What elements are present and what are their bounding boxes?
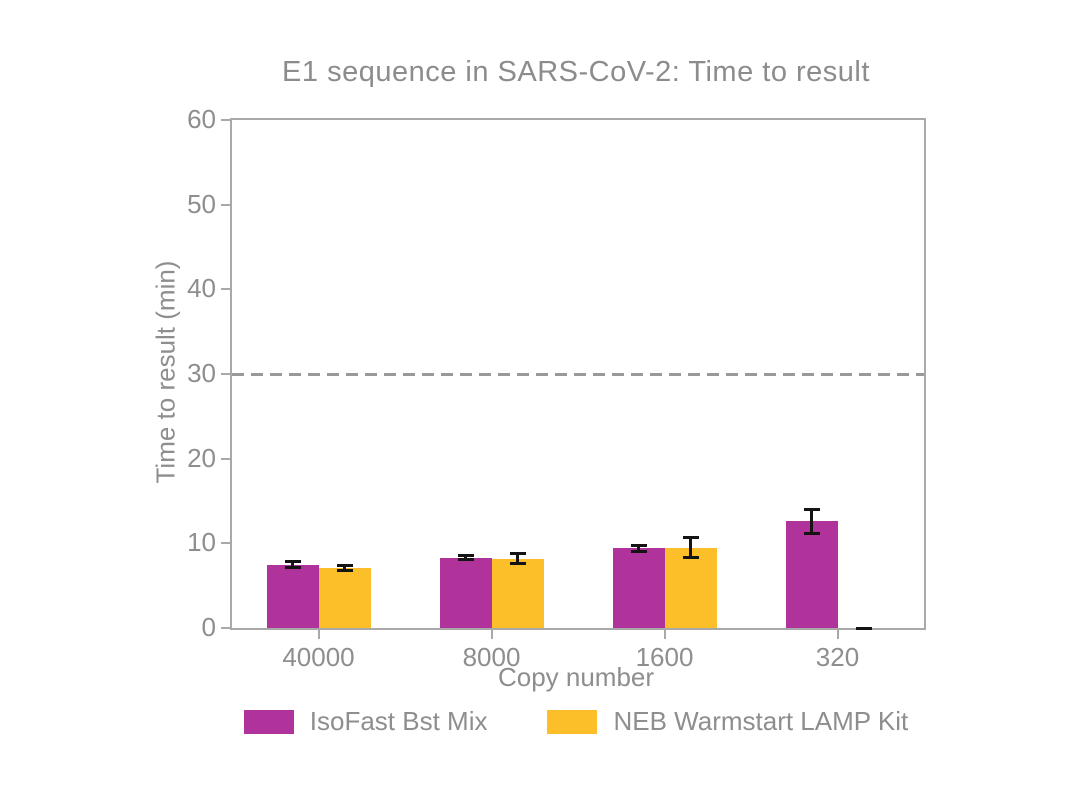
bar-neb-warmstart-lamp-kit: [491, 558, 544, 628]
legend-swatch: [243, 709, 294, 734]
y-tick-mark: [221, 203, 230, 206]
bar-isofast-bst-mix: [612, 548, 665, 628]
error-bar-cap: [509, 551, 526, 555]
bar-isofast-bst-mix: [439, 557, 492, 628]
legend-item: IsoFast Bst Mix: [243, 706, 488, 737]
plot-area: 0 10 20 30 40 50 60 40000 8000 1600 320: [187, 104, 926, 672]
x-axis-title: Copy number: [497, 662, 655, 692]
y-tick-mark: [221, 288, 230, 291]
error-bar: [291, 561, 294, 568]
threshold-line: [232, 372, 924, 376]
y-tick-mark: [221, 373, 230, 375]
error-bar-cap: [509, 562, 526, 566]
error-bar: [343, 565, 346, 570]
y-tick-label: 0: [201, 612, 216, 642]
legend-swatch: [547, 709, 598, 734]
x-tick-mark: [836, 630, 839, 639]
x-tick-mark: [317, 630, 320, 639]
bar-neb-warmstart-lamp-kit: [318, 567, 371, 628]
error-bar-cap: [630, 543, 647, 547]
y-tick-mark: [221, 119, 230, 121]
chart-title: E1 sequence in SARS-CoV-2: Time to resul…: [282, 56, 870, 88]
x-tick-mark: [663, 630, 666, 639]
y-tick-label: 30: [187, 358, 216, 388]
y-tick-label: 60: [187, 104, 216, 134]
x-tick-mark: [490, 630, 493, 639]
y-tick-label: 40: [187, 273, 216, 304]
y-tick-label: 20: [187, 442, 216, 473]
legend: IsoFast Bst Mix NEB Warmstart LAMP Kit: [230, 706, 922, 737]
error-bar-cap: [682, 556, 699, 560]
x-tick-label: 1600: [635, 642, 694, 672]
y-tick-mark: [221, 627, 230, 629]
y-tick-mark: [221, 542, 230, 545]
y-tick-mark: [221, 457, 230, 460]
error-bar-cap: [630, 550, 647, 554]
x-tick-label: 40000: [282, 642, 355, 672]
y-tick-label: 10: [187, 527, 216, 558]
error-bar-cap: [336, 568, 353, 572]
error-bar: [516, 553, 519, 564]
bar-neb-warmstart-lamp-kit: [664, 547, 717, 628]
error-bar-cap: [457, 554, 474, 558]
error-bar-cap: [803, 507, 820, 511]
error-bar-cap: [803, 531, 820, 535]
legend-label: NEB Warmstart LAMP Kit: [613, 706, 909, 736]
error-bar: [637, 545, 640, 552]
error-bar: [464, 555, 467, 560]
bar-isofast-bst-mix: [266, 564, 319, 628]
bar-isofast-bst-mix: [785, 521, 838, 628]
legend-item: NEB Warmstart LAMP Kit: [547, 706, 908, 737]
error-bar-cap: [284, 565, 301, 569]
x-tick-label: 320: [815, 642, 860, 672]
x-tick-label: 8000: [462, 642, 521, 672]
error-bar-cap: [336, 564, 353, 568]
error-bar-cap: [855, 626, 872, 630]
error-bar-cap: [284, 560, 301, 564]
error-bar-cap: [682, 535, 699, 539]
y-tick-label: 50: [187, 188, 216, 219]
error-bar: [689, 537, 692, 558]
legend-label: IsoFast Bst Mix: [309, 706, 488, 736]
error-bar-cap: [457, 558, 474, 562]
error-bar: [810, 509, 813, 534]
